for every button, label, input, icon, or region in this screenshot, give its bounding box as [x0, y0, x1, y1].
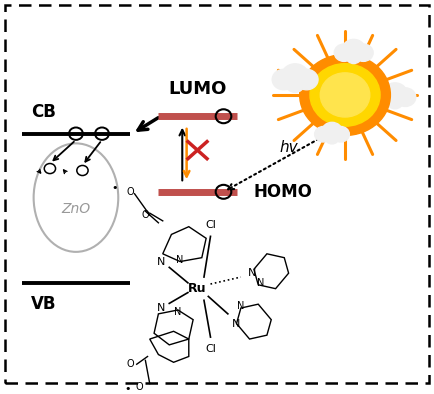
Circle shape	[342, 39, 365, 60]
Circle shape	[374, 88, 395, 106]
Text: Cl: Cl	[205, 220, 216, 230]
Circle shape	[322, 122, 342, 141]
Circle shape	[332, 126, 349, 142]
Circle shape	[286, 76, 304, 92]
Text: O: O	[126, 187, 134, 197]
Text: N: N	[237, 301, 244, 311]
Circle shape	[272, 69, 295, 90]
Circle shape	[334, 44, 354, 61]
Circle shape	[282, 64, 309, 88]
Circle shape	[315, 126, 332, 142]
Circle shape	[387, 94, 403, 109]
Circle shape	[354, 44, 373, 61]
Text: Ru: Ru	[188, 282, 207, 295]
Circle shape	[325, 132, 339, 144]
Text: •: •	[125, 385, 131, 394]
Text: O: O	[135, 383, 143, 392]
Text: N: N	[156, 303, 165, 313]
Text: LUMO: LUMO	[168, 80, 227, 98]
Circle shape	[346, 50, 362, 63]
Text: O: O	[126, 359, 134, 369]
Text: O: O	[141, 210, 149, 220]
Circle shape	[299, 54, 391, 136]
Text: N: N	[247, 268, 256, 278]
Text: hv: hv	[279, 140, 298, 155]
Text: VB: VB	[31, 295, 56, 313]
Circle shape	[295, 69, 318, 90]
Text: N: N	[177, 255, 184, 265]
Text: ZnO: ZnO	[61, 202, 91, 216]
Circle shape	[395, 88, 416, 106]
Text: N: N	[232, 318, 241, 329]
Circle shape	[310, 64, 380, 126]
Text: N: N	[156, 256, 165, 267]
Circle shape	[383, 83, 407, 105]
Text: •: •	[112, 183, 118, 193]
Text: HOMO: HOMO	[254, 183, 313, 201]
Text: N: N	[257, 278, 264, 288]
Text: N: N	[174, 307, 181, 317]
Circle shape	[320, 73, 370, 117]
Text: Cl: Cl	[205, 344, 216, 354]
Text: CB: CB	[31, 103, 56, 121]
